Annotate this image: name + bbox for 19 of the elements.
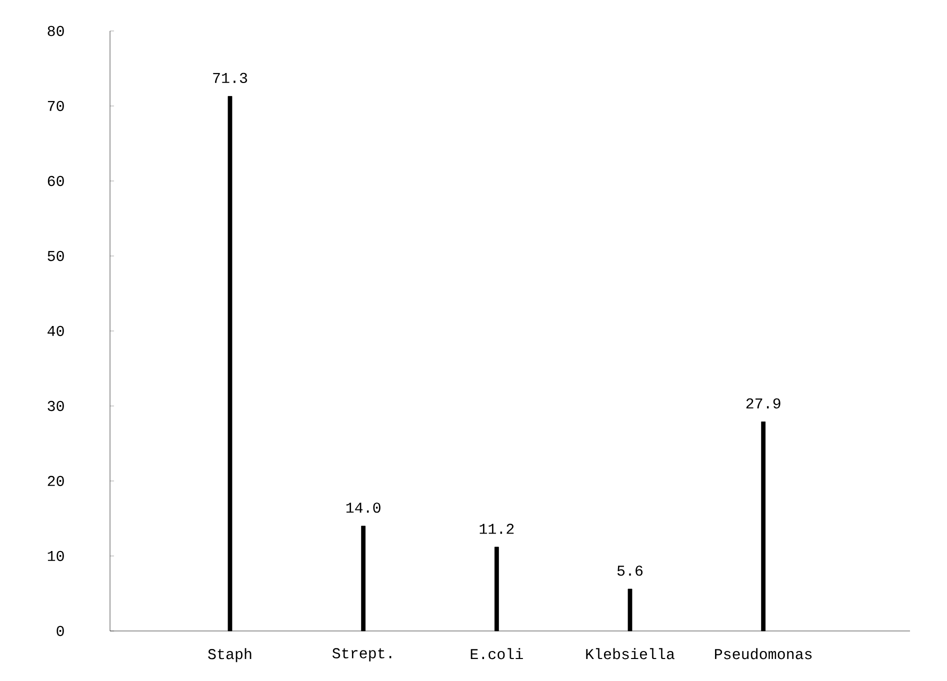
x-tick-label: E.coli [470, 648, 523, 660]
y-tick-label: 80 [48, 26, 64, 36]
x-tick-label: Klebsiella [586, 648, 674, 660]
y-tick-label: 40 [48, 326, 64, 336]
x-tick-label: Staph [208, 648, 252, 662]
y-tick-label: 0 [56, 626, 64, 636]
data-label: 27.9 [746, 398, 780, 409]
data-label: 11.2 [480, 524, 514, 534]
x-tick-label: Strept. [332, 648, 392, 662]
y-tick-label: 30 [48, 400, 64, 412]
y-tick-label: 20 [48, 476, 64, 486]
y-tick-label: 10 [48, 550, 64, 562]
y-tick-label: 50 [48, 250, 64, 262]
data-label: 71.3 [213, 72, 248, 84]
y-tick-label: 60 [48, 176, 64, 186]
x-tick-label: Pseudomonas [715, 648, 812, 660]
data-label: 5.6 [617, 566, 643, 576]
data-label: 14.0 [346, 502, 380, 513]
y-tick-label: 70 [48, 100, 64, 112]
